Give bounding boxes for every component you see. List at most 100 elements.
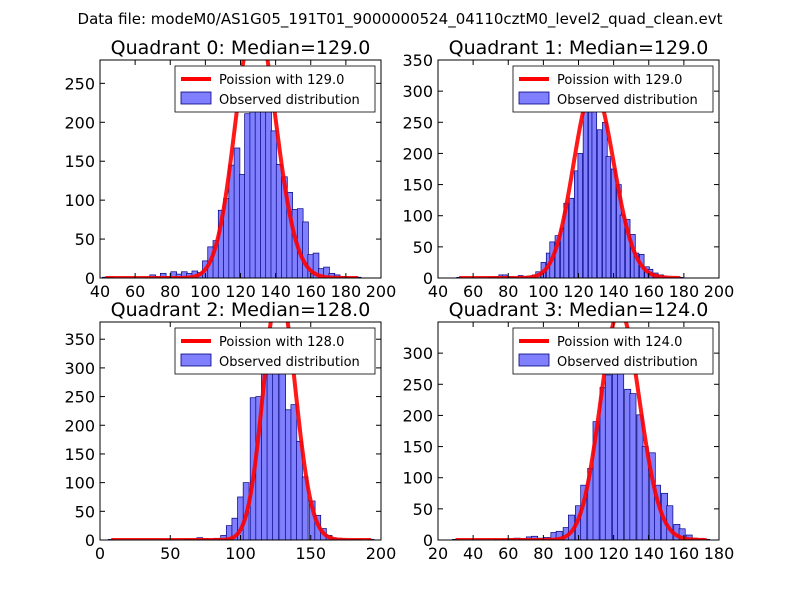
- histogram-bar: [591, 87, 598, 278]
- x-tick-label: 100: [190, 282, 221, 301]
- x-tick-label: 60: [125, 282, 145, 301]
- legend-entry-observed: Observed distribution: [219, 355, 360, 370]
- histogram-bar: [302, 221, 309, 278]
- legend-entry-poisson: Poission with 124.0: [557, 335, 682, 350]
- histogram-bar: [279, 369, 286, 540]
- legend-entry-poisson: Poission with 128.0: [219, 335, 344, 350]
- legend-entry-observed: Observed distribution: [219, 93, 360, 108]
- y-tick-label: 150: [64, 152, 95, 171]
- histogram-bar: [555, 530, 563, 540]
- y-tick-label: 300: [402, 82, 433, 101]
- x-tick-label: 180: [669, 282, 700, 301]
- figure-title: Data file: modeM0/AS1G05_191T01_90000005…: [78, 10, 723, 29]
- x-tick-label: 80: [498, 282, 518, 301]
- y-tick-label: 250: [64, 74, 95, 93]
- x-tick-label: 120: [225, 282, 256, 301]
- y-tick-label: 300: [402, 344, 433, 363]
- y-tick-label: 250: [402, 375, 433, 394]
- x-tick-label: 100: [528, 282, 559, 301]
- histogram-bar: [610, 168, 617, 278]
- poisson-curve: [455, 322, 707, 540]
- quadrant-2-panel: Quadrant 2: Median=128.0 0 50 100 150 200 0 50 1…: [64, 299, 397, 563]
- histogram-bar: [605, 156, 612, 278]
- histogram-bar: [323, 266, 330, 278]
- subplot-title: Quadrant 2: Median=128.0: [111, 299, 371, 321]
- y-tick-label: 50: [75, 230, 95, 249]
- x-tick-label: 60: [498, 544, 518, 563]
- x-tick-label: 200: [704, 282, 735, 301]
- y-tick-label: 150: [402, 438, 433, 457]
- poisson-curve: [105, 60, 359, 278]
- y-tick-label: 0: [423, 269, 433, 288]
- legend-entry-observed: Observed distribution: [557, 355, 698, 370]
- x-tick-label: 40: [428, 282, 448, 301]
- y-tick-label: 300: [64, 359, 95, 378]
- legend-entry-poisson: Poission with 129.0: [219, 73, 344, 88]
- poisson-curve: [458, 85, 681, 278]
- legend-entry-poisson: Poission with 129.0: [557, 73, 682, 88]
- legend-bar-swatch: [180, 353, 212, 367]
- y-tick-label: 150: [64, 445, 95, 464]
- y-tick-label: 100: [64, 191, 95, 210]
- x-tick-label: 20: [428, 544, 448, 563]
- y-tick-label: 50: [75, 502, 95, 521]
- y-tick-label: 250: [402, 113, 433, 132]
- legend: Poission with 129.0 Observed distribution: [174, 65, 376, 113]
- legend-entry-observed: Observed distribution: [557, 93, 698, 108]
- x-tick-label: 120: [563, 282, 594, 301]
- y-tick-label: 100: [402, 207, 433, 226]
- y-tick-label: 0: [85, 269, 95, 288]
- y-tick-label: 200: [64, 416, 95, 435]
- subplot-title: Quadrant 0: Median=129.0: [111, 37, 371, 59]
- legend-bar-swatch: [518, 353, 550, 367]
- subplot-title: Quadrant 1: Median=129.0: [449, 37, 709, 59]
- histogram-bar: [624, 219, 631, 278]
- y-tick-label: 100: [402, 469, 433, 488]
- legend: Poission with 129.0 Observed distribution: [512, 65, 714, 113]
- x-tick-label: 200: [366, 544, 397, 563]
- x-tick-label: 160: [669, 544, 700, 563]
- subplot-grid: Quadrant 0: Median=129.040 60 80 100 120 140 1…: [64, 37, 735, 563]
- histogram-bar: [629, 393, 637, 540]
- y-tick-label: 100: [64, 474, 95, 493]
- quadrant-0-panel: Quadrant 0: Median=129.040 60 80 100 120 140 1…: [64, 37, 397, 301]
- legend-bar-swatch: [518, 91, 550, 105]
- y-tick-label: 50: [413, 500, 433, 519]
- legend-bar-swatch: [180, 91, 212, 105]
- histogram-bar: [568, 197, 575, 278]
- y-tick-label: 50: [413, 238, 433, 257]
- histogram-bar: [159, 272, 167, 278]
- x-tick-label: 60: [463, 282, 483, 301]
- x-tick-label: 100: [563, 544, 594, 563]
- histogram-bar: [290, 404, 298, 540]
- x-tick-label: 150: [295, 544, 326, 563]
- y-tick-label: 200: [402, 144, 433, 163]
- x-tick-label: 40: [463, 544, 483, 563]
- y-tick-label: 200: [64, 113, 95, 132]
- x-tick-label: 50: [160, 544, 180, 563]
- histogram-bar: [577, 153, 583, 278]
- legend: Poission with 128.0 Observed distribution: [174, 327, 376, 375]
- x-tick-label: 80: [533, 544, 553, 563]
- histogram-bar: [596, 129, 603, 278]
- y-tick-label: 0: [423, 531, 433, 550]
- histogram-bar: [284, 409, 292, 540]
- histogram-bar: [678, 528, 686, 540]
- x-tick-label: 160: [633, 282, 664, 301]
- x-tick-label: 80: [160, 282, 180, 301]
- quadrant-3-panel: Quadrant 3: Median=124.020 40 60 80 100 120 14…: [402, 299, 734, 563]
- x-tick-label: 180: [331, 282, 362, 301]
- histogram-bar: [604, 374, 612, 540]
- legend: Poission with 124.0 Observed distribution: [512, 327, 714, 375]
- y-tick-label: 350: [64, 330, 95, 349]
- y-tick-label: 0: [85, 531, 95, 550]
- x-tick-label: 160: [295, 282, 326, 301]
- x-tick-label: 100: [225, 544, 256, 563]
- y-tick-label: 200: [402, 406, 433, 425]
- y-tick-label: 250: [64, 388, 95, 407]
- x-tick-label: 0: [95, 544, 105, 563]
- x-tick-label: 200: [366, 282, 397, 301]
- x-tick-label: 120: [598, 544, 629, 563]
- histogram-bar: [617, 352, 625, 540]
